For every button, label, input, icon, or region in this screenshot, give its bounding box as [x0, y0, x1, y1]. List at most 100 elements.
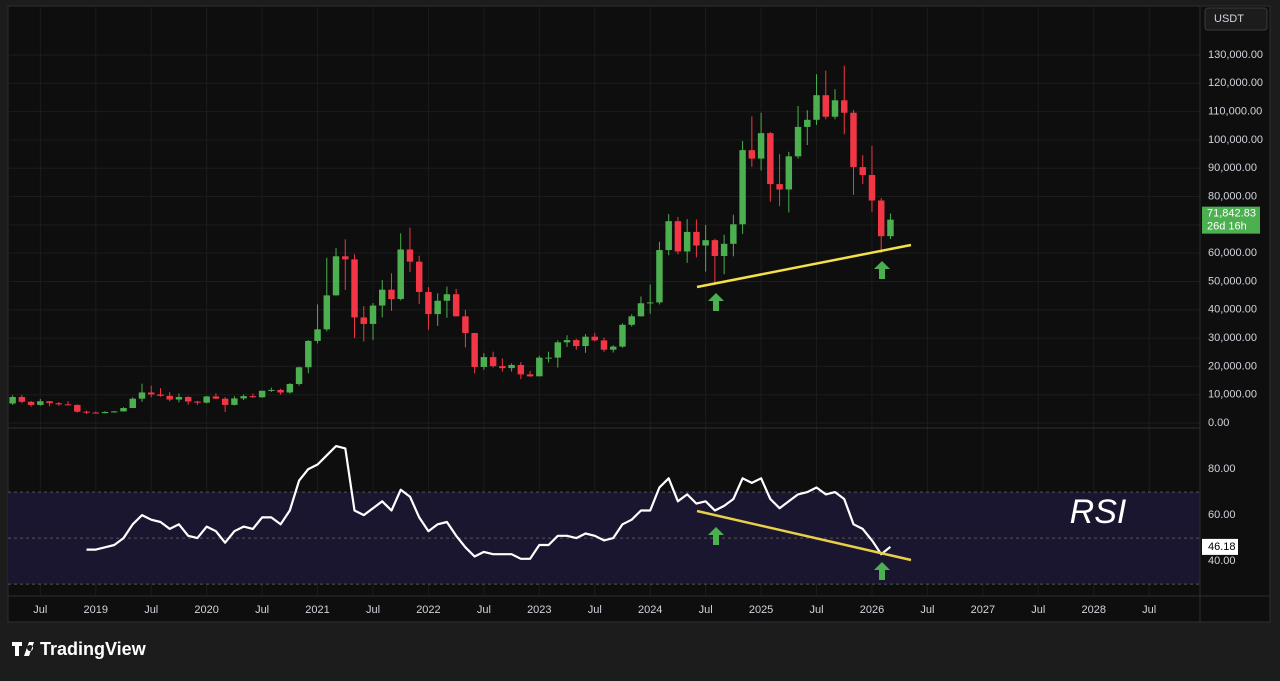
candle-body	[258, 390, 266, 398]
x-tick-label: Jul	[1142, 604, 1156, 616]
arrow-up	[708, 527, 724, 545]
candle-body	[619, 324, 626, 347]
y-tick-label: 40.00	[1208, 555, 1236, 567]
candle-body	[674, 221, 682, 252]
candle-body	[757, 133, 765, 159]
candle-body	[471, 333, 478, 367]
candle-body	[508, 364, 515, 369]
candle-body	[397, 249, 404, 300]
x-tick-label: 2025	[749, 604, 773, 616]
rsi-line	[86, 445, 892, 560]
arrow-up	[874, 562, 890, 580]
rsi-bands	[8, 491, 1200, 585]
candle-body	[711, 240, 719, 257]
candle-body	[434, 300, 441, 315]
candle-body	[554, 342, 562, 358]
candle-body	[637, 303, 645, 317]
currency-label: USDT	[1214, 13, 1244, 25]
candle-body	[92, 412, 100, 414]
candle-body	[46, 401, 53, 404]
x-tick-label: Jul	[809, 604, 823, 616]
candle-body	[249, 396, 257, 398]
candle-body	[785, 156, 793, 190]
candle-body	[480, 357, 488, 367]
y-tick-label: 110,000.00	[1208, 106, 1262, 118]
x-tick-label: Jul	[588, 604, 602, 616]
candle-body	[877, 200, 885, 237]
candle-body	[64, 404, 72, 406]
candle-body	[101, 411, 109, 414]
candle-body	[628, 316, 635, 325]
y-tick-label: 80,000.00	[1208, 190, 1257, 202]
candle-body	[859, 167, 866, 176]
candle-body	[406, 249, 414, 262]
candle-body	[822, 95, 830, 117]
candle-body	[443, 294, 451, 301]
candle-body	[203, 396, 210, 403]
candle-body	[18, 396, 26, 402]
last-value-box	[1202, 538, 1238, 555]
candle-body	[175, 396, 183, 400]
candle-body	[157, 394, 164, 396]
candle-body	[305, 340, 312, 368]
last-price-box	[1202, 206, 1260, 234]
x-tick-label: Jul	[33, 604, 47, 616]
candle-body	[221, 398, 229, 405]
arrow-up	[708, 293, 724, 311]
candle-body	[563, 340, 571, 343]
arrow-up	[874, 261, 890, 279]
candle-body	[184, 396, 192, 402]
candle-body	[517, 364, 525, 375]
x-tick-label: 2026	[860, 604, 884, 616]
x-tick-label: Jul	[144, 604, 158, 616]
y-tick-label: 50,000.00	[1208, 275, 1257, 287]
candle-body	[240, 396, 247, 399]
candle-body	[499, 366, 506, 369]
candle-body	[277, 389, 284, 393]
candle-body	[804, 119, 811, 127]
x-tick-label: 2027	[971, 604, 995, 616]
candle-body	[111, 411, 118, 413]
candle-body	[462, 316, 469, 334]
candle-body	[166, 395, 173, 400]
candle-body	[74, 404, 81, 412]
countdown-label: 26d 16h	[1207, 221, 1247, 233]
candle-body	[545, 357, 552, 359]
x-tick-label: Jul	[477, 604, 491, 616]
last-price-label: 71,842.83	[1207, 208, 1256, 220]
x-tick-label: 2022	[416, 604, 440, 616]
candle-body	[646, 302, 654, 304]
candle-body	[120, 408, 127, 412]
candle-body	[295, 367, 303, 384]
candle-body	[702, 240, 709, 246]
x-tick-label: Jul	[366, 604, 380, 616]
candle-body	[656, 250, 663, 303]
candle-body	[683, 231, 691, 252]
y-tick-label: 60.00	[1208, 509, 1236, 521]
candle-body	[489, 357, 497, 367]
x-tick-label: 2019	[84, 604, 108, 616]
candle-body	[138, 392, 146, 399]
candle-body	[314, 329, 321, 341]
y-tick-label: 90,000.00	[1208, 162, 1257, 174]
candle-body	[767, 133, 774, 185]
y-tick-label: 30,000.00	[1208, 332, 1257, 344]
rsi-trendline	[696, 509, 912, 562]
candle-body	[868, 175, 876, 201]
candle-body	[55, 403, 63, 405]
axis-labels: 0.00 10,000.00 20,000.00 30,000.00 40,000.00…	[33, 49, 1263, 616]
candle-body	[231, 398, 238, 405]
y-tick-label: 0.00	[1208, 417, 1229, 429]
candle-body	[323, 295, 331, 330]
candle-body	[794, 126, 802, 157]
x-tick-label: 2020	[194, 604, 218, 616]
currency-button[interactable]	[1204, 7, 1268, 31]
candle-body	[573, 340, 580, 347]
candle-body	[212, 396, 220, 399]
candle-body	[776, 184, 783, 190]
candle-body	[813, 95, 820, 120]
candle-body	[665, 221, 672, 251]
candle-body	[378, 289, 386, 306]
x-tick-label: Jul	[255, 604, 269, 616]
